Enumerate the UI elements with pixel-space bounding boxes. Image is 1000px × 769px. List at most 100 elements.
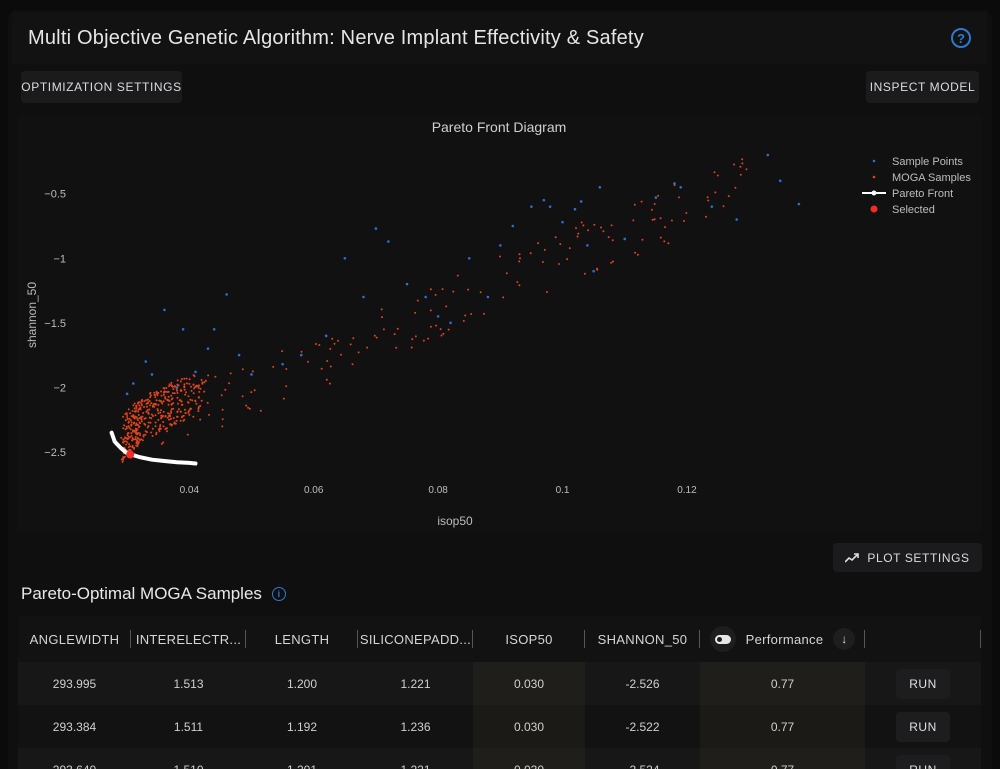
moga-sample-point [197, 386, 200, 389]
moga-sample-point [583, 272, 586, 275]
moga-sample-point [636, 253, 639, 256]
moga-sample-point [156, 392, 159, 395]
moga-sample-point [179, 380, 182, 383]
moga-sample-point [126, 416, 129, 419]
moga-sample-point [456, 274, 459, 277]
col-length[interactable]: LENGTH [246, 616, 358, 662]
col-performance[interactable]: Performance ↓ [700, 616, 865, 662]
pareto-front-chart[interactable]: Pareto Front Diagram isop50 shannon_50 0.04… [18, 115, 981, 531]
arrow-down-icon[interactable]: ↓ [833, 628, 856, 650]
cell: 1.511 [173, 719, 204, 734]
moga-sample-point [357, 351, 360, 354]
moga-sample-point [160, 416, 163, 419]
optimization-settings-button[interactable]: OPTIMIZATION SETTINGS [21, 71, 182, 103]
question-circle-icon[interactable]: ? [951, 28, 971, 48]
col-siliconepadding[interactable]: SILICONEPADD... [358, 616, 473, 662]
run-button[interactable]: RUN [896, 668, 950, 699]
moga-sample-point [137, 419, 139, 422]
moga-sample-point [122, 427, 125, 430]
moga-sample-point [393, 333, 396, 336]
run-button[interactable]: RUN [896, 711, 950, 742]
moga-sample-point [340, 353, 342, 356]
moga-sample-point [641, 238, 644, 241]
cell: 0.030 [473, 662, 585, 705]
moga-sample-point [176, 396, 179, 399]
toggle-icon[interactable] [709, 626, 736, 652]
sample-point [778, 179, 782, 183]
moga-sample-point [200, 379, 203, 381]
moga-sample-point [128, 426, 131, 429]
moga-sample-point [707, 199, 710, 202]
info-circle-icon[interactable]: i [271, 587, 286, 601]
moga-sample-point [154, 414, 157, 417]
moga-sample-point [250, 391, 253, 394]
moga-sample-point [505, 272, 508, 275]
sample-point [449, 321, 452, 325]
x-axis-label: isop50 [437, 514, 473, 528]
moga-sample-point [162, 393, 165, 396]
moga-sample-point [518, 284, 521, 287]
moga-sample-point [132, 416, 135, 419]
moga-sample-point [135, 430, 137, 433]
moga-sample-point [160, 401, 163, 404]
moga-sample-point [170, 384, 173, 387]
moga-sample-point [159, 411, 162, 414]
col-shannon50[interactable]: SHANNON_50 [585, 616, 700, 662]
moga-sample-point [192, 383, 195, 386]
sample-point [579, 200, 583, 203]
moga-sample-point [537, 242, 540, 245]
moga-sample-point [337, 339, 340, 342]
col-isop50[interactable]: ISOP50 [473, 616, 585, 662]
run-button[interactable]: RUN [896, 754, 950, 769]
moga-sample-point [131, 429, 134, 432]
moga-sample-point [659, 217, 662, 220]
moga-sample-point [176, 379, 179, 382]
inspect-model-button[interactable]: INSPECT MODEL [866, 71, 979, 103]
moga-sample-point [554, 236, 557, 239]
moga-sample-point [229, 372, 232, 375]
moga-sample-point [328, 382, 331, 385]
moga-sample-point [183, 418, 186, 421]
sample-point [250, 373, 253, 376]
sample-point [163, 308, 166, 312]
moga-sample-point [272, 365, 275, 368]
plot-settings-button[interactable]: PLOT SETTINGS [833, 543, 982, 572]
moga-sample-point [416, 299, 419, 302]
cell: 0.77 [700, 748, 865, 769]
moga-sample-point [198, 390, 201, 393]
moga-sample-point [128, 443, 131, 446]
moga-sample-point [251, 370, 254, 373]
moga-sample-point [125, 427, 128, 430]
moga-sample-point [138, 404, 141, 407]
moga-sample-point [181, 416, 183, 419]
moga-sample-point [663, 240, 666, 243]
moga-sample-point [199, 387, 202, 390]
sample-point [797, 202, 801, 206]
moga-sample-point [373, 334, 376, 337]
moga-sample-point [151, 435, 154, 437]
cell: -2.522 [625, 719, 660, 734]
page-title: Multi Objective Genetic Algorithm: Nerve… [28, 26, 644, 49]
cell: 1.510 [131, 748, 246, 769]
moga-sample-point [178, 408, 180, 411]
moga-sample-point [429, 309, 432, 312]
cell-actions: RUN [865, 662, 981, 705]
moga-sample-point [156, 408, 159, 411]
moga-sample-point [164, 397, 167, 400]
moga-sample-point [207, 374, 210, 377]
moga-sample-point [146, 431, 148, 434]
moga-sample-point [179, 389, 182, 392]
moga-sample-point [173, 422, 176, 425]
moga-sample-point [170, 410, 173, 413]
selected-point [126, 450, 135, 459]
sample-point [592, 269, 595, 273]
col-interelectrode[interactable]: INTERELECTR... [131, 616, 246, 662]
cell: 293.640 [18, 748, 131, 769]
moga-sample-point [152, 415, 154, 417]
col-anglewidth[interactable]: ANGLEWIDTH [18, 616, 131, 662]
moga-sample-point [352, 337, 355, 340]
cell: 1.221 [400, 676, 431, 691]
moga-sample-point [148, 408, 151, 411]
moga-sample-point [190, 407, 193, 410]
moga-sample-point [248, 407, 251, 410]
